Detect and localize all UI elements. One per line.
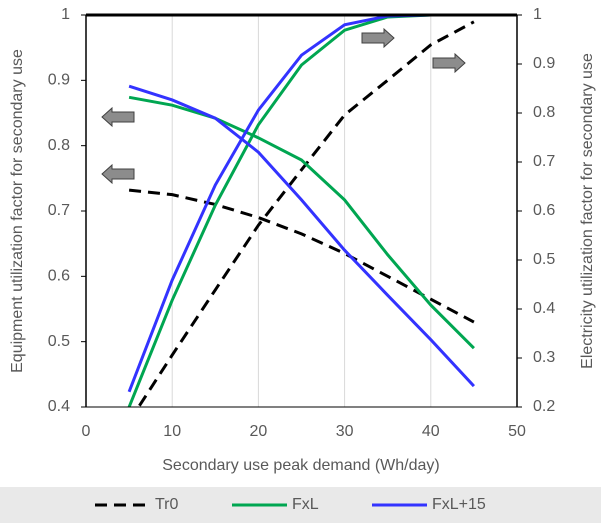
y2-tick-label: 0.2 bbox=[533, 398, 555, 415]
y2-tick-label: 0.9 bbox=[533, 55, 555, 72]
x-tick-label: 20 bbox=[250, 423, 268, 440]
y2-tick-label: 1 bbox=[533, 6, 542, 23]
y2-tick-label: 0.8 bbox=[533, 104, 555, 121]
x-axis-label: Secondary use peak demand (Wh/day) bbox=[162, 457, 439, 474]
electricity-line bbox=[127, 15, 474, 393]
y-tick-label: 0.4 bbox=[48, 398, 70, 415]
x-tick-label: 40 bbox=[422, 423, 440, 440]
arrow-right bbox=[432, 52, 466, 74]
y2-tick-label: 0.6 bbox=[533, 202, 555, 219]
legend-label: FxL bbox=[292, 496, 319, 513]
equipment-line bbox=[128, 95, 475, 350]
x-tick-label: 10 bbox=[163, 423, 181, 440]
y2-tick-label: 0.3 bbox=[533, 349, 555, 366]
equipment-line bbox=[128, 84, 475, 388]
electricity-line bbox=[136, 20, 475, 407]
y-tick-label: 0.5 bbox=[48, 333, 70, 350]
x-tick-label: 50 bbox=[508, 423, 526, 440]
y-tick-label: 0.9 bbox=[48, 72, 70, 89]
y2-tick-label: 0.7 bbox=[533, 153, 555, 170]
arrow-left bbox=[101, 106, 135, 128]
legend: Tr0 FxL FxL+15 bbox=[95, 496, 486, 513]
grid bbox=[85, 15, 518, 407]
plot-lines bbox=[127, 15, 475, 407]
y-tick-label: 0.6 bbox=[48, 268, 70, 285]
equipment-line bbox=[128, 188, 475, 324]
y-tick-label: 1 bbox=[61, 6, 70, 23]
legend-label: FxL+15 bbox=[432, 496, 486, 513]
y-tick-label: 0.7 bbox=[48, 202, 70, 219]
x-tick-label: 0 bbox=[82, 423, 91, 440]
y-tick-label: 0.8 bbox=[48, 137, 70, 154]
legend-label: Tr0 bbox=[155, 496, 179, 513]
y2-tick-label: 0.5 bbox=[533, 251, 555, 268]
y-axis-label: Equipment utilization factor for seconda… bbox=[9, 49, 26, 373]
y2-axis-label: Electricity utilization factor for secon… bbox=[579, 53, 596, 369]
y2-tick-label: 0.4 bbox=[533, 300, 555, 317]
x-tick-label: 30 bbox=[336, 423, 354, 440]
electricity-line bbox=[127, 15, 474, 407]
arrow-left bbox=[101, 163, 135, 185]
arrow-right bbox=[361, 27, 395, 49]
axis-arrows bbox=[101, 27, 466, 185]
